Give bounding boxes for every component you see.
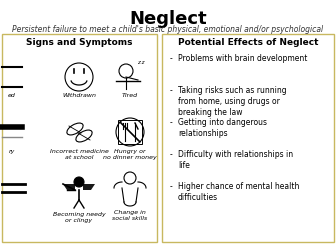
Text: ry: ry	[9, 149, 15, 154]
Text: Withdrawn: Withdrawn	[62, 93, 96, 98]
Text: Becoming needy
or clingy: Becoming needy or clingy	[53, 212, 106, 223]
Ellipse shape	[76, 130, 92, 142]
Text: ed: ed	[8, 93, 16, 98]
Bar	[162, 34, 334, 242]
Circle shape	[124, 172, 136, 184]
Text: Getting into dangerous
relationships: Getting into dangerous relationships	[178, 118, 267, 138]
Circle shape	[65, 63, 93, 91]
Text: Tired: Tired	[122, 93, 138, 98]
Polygon shape	[63, 184, 75, 190]
Text: Hungry or
no dinner money: Hungry or no dinner money	[103, 149, 157, 160]
Text: -: -	[170, 86, 173, 95]
Text: -: -	[170, 54, 173, 63]
Bar	[118, 120, 142, 144]
Text: Neglect: Neglect	[129, 10, 207, 28]
Text: Signs and Symptoms: Signs and Symptoms	[26, 38, 133, 47]
Text: -: -	[170, 182, 173, 191]
Bar	[2, 34, 157, 242]
Text: Difficulty with relationships in
life: Difficulty with relationships in life	[178, 150, 293, 170]
Text: Problems with brain development: Problems with brain development	[178, 54, 307, 63]
Text: Taking risks such as running
from home, using drugs or
breaking the law: Taking risks such as running from home, …	[178, 86, 287, 117]
Text: Change in
social skills: Change in social skills	[112, 210, 148, 221]
Text: Higher chance of mental health
difficulties: Higher chance of mental health difficult…	[178, 182, 299, 202]
Text: Persistent failure to meet a child's basic physical, emotional and/or psychologi: Persistent failure to meet a child's bas…	[12, 25, 324, 34]
Text: Potential Effects of Neglect: Potential Effects of Neglect	[178, 38, 318, 47]
Circle shape	[74, 177, 84, 187]
Polygon shape	[83, 184, 95, 190]
Text: z z: z z	[137, 60, 144, 65]
Circle shape	[116, 118, 144, 146]
Text: -: -	[170, 150, 173, 159]
Text: -: -	[170, 118, 173, 127]
Circle shape	[119, 64, 133, 78]
Text: Incorrect medicine
at school: Incorrect medicine at school	[50, 149, 109, 160]
Ellipse shape	[67, 123, 83, 135]
